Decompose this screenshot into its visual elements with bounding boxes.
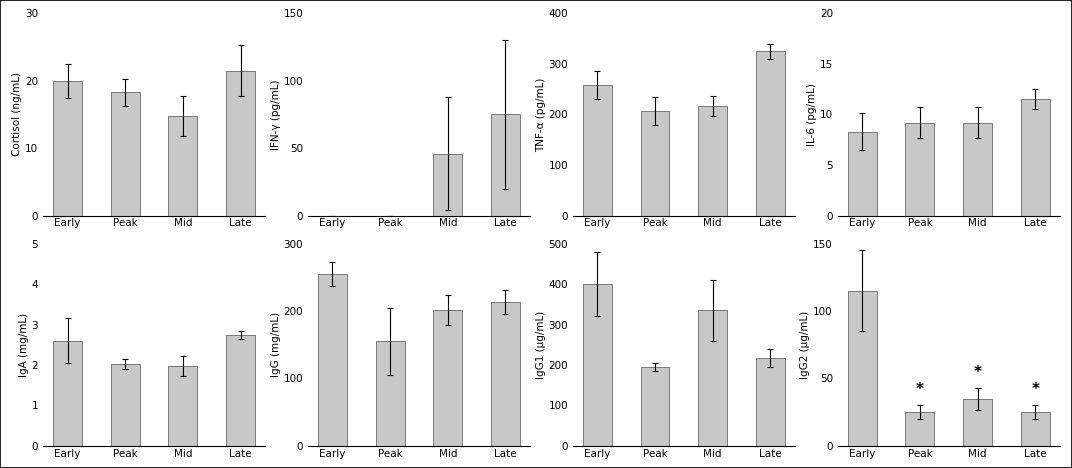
Y-axis label: IgG1 (μg/mL): IgG1 (μg/mL) — [536, 311, 546, 379]
Bar — [491, 302, 520, 446]
Bar — [641, 367, 669, 446]
Bar — [1021, 99, 1049, 216]
Bar — [1021, 412, 1049, 446]
Y-axis label: IgA (mg/mL): IgA (mg/mL) — [19, 313, 29, 377]
Bar — [168, 116, 197, 216]
Y-axis label: IL-6 (pg/mL): IL-6 (pg/mL) — [807, 83, 817, 146]
Bar — [110, 92, 139, 216]
Bar — [698, 106, 727, 216]
Bar — [756, 51, 785, 216]
Bar — [963, 123, 992, 216]
Bar — [226, 71, 255, 216]
Bar — [433, 310, 462, 446]
Bar — [168, 366, 197, 446]
Bar — [848, 291, 877, 446]
Y-axis label: IgG (mg/mL): IgG (mg/mL) — [271, 312, 281, 377]
Bar — [641, 111, 669, 216]
Bar — [110, 364, 139, 446]
Bar — [375, 341, 404, 446]
Text: *: * — [1031, 382, 1039, 397]
Bar — [226, 336, 255, 446]
Bar — [756, 358, 785, 446]
Bar — [848, 132, 877, 216]
Bar — [963, 399, 992, 446]
Text: *: * — [915, 382, 924, 397]
Bar — [906, 412, 935, 446]
Bar — [906, 123, 935, 216]
Text: *: * — [973, 365, 982, 380]
Bar — [433, 154, 462, 216]
Bar — [698, 310, 727, 446]
Bar — [54, 81, 81, 216]
Y-axis label: Cortisol (ng/mL): Cortisol (ng/mL) — [12, 73, 23, 156]
Bar — [318, 274, 347, 446]
Bar — [491, 115, 520, 216]
Bar — [54, 341, 81, 446]
Bar — [583, 284, 612, 446]
Bar — [583, 85, 612, 216]
Y-axis label: TNF-α (pg/mL): TNF-α (pg/mL) — [536, 77, 546, 152]
Y-axis label: IFN-γ (pg/mL): IFN-γ (pg/mL) — [270, 79, 281, 150]
Y-axis label: IgG2 (μg/mL): IgG2 (μg/mL) — [801, 311, 810, 379]
